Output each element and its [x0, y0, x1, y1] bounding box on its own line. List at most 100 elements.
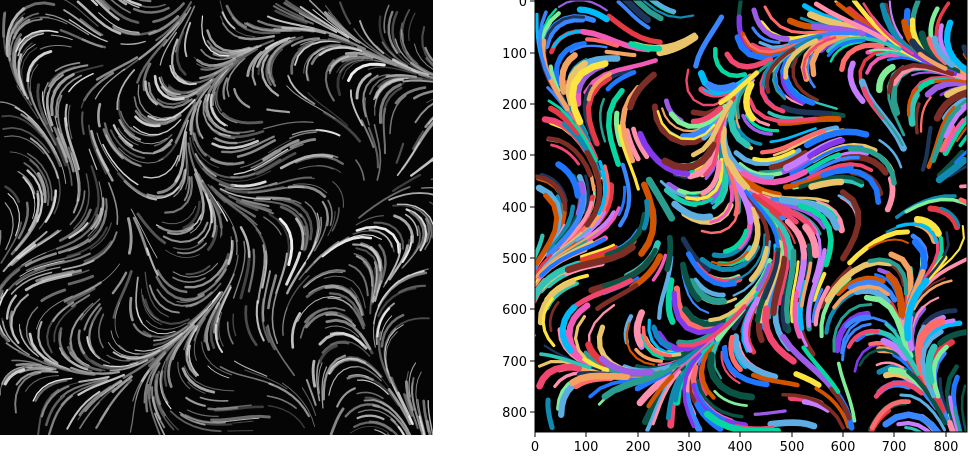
- segment-region: [744, 189, 780, 249]
- fiber-stroke: [116, 69, 136, 111]
- fiber-stroke: [312, 209, 319, 248]
- segment-region: [839, 189, 862, 262]
- fiber-stroke: [405, 208, 428, 252]
- fiber-stroke: [284, 0, 337, 32]
- segment-region: [792, 290, 802, 339]
- fiber-stroke: [5, 294, 17, 320]
- fiber-stroke: [424, 116, 433, 129]
- fiber-stroke: [110, 0, 131, 14]
- fiber-stroke: [109, 129, 145, 160]
- fiber-stroke: [156, 269, 188, 294]
- fiber-stroke: [232, 44, 262, 60]
- fiber-stroke: [214, 323, 224, 353]
- segment-region: [873, 380, 924, 399]
- segment-region: [896, 222, 939, 245]
- fiber-stroke: [316, 164, 342, 173]
- segment-region: [677, 304, 747, 348]
- fiber-stroke: [23, 162, 45, 197]
- fiber-stroke: [53, 304, 77, 343]
- segment-region: [535, 253, 553, 277]
- fiber-stroke: [153, 138, 173, 154]
- segment-region: [803, 128, 870, 149]
- segment-region: [928, 6, 940, 43]
- fiber-stroke: [156, 175, 181, 195]
- fiber-stroke: [153, 134, 173, 147]
- fiber-stroke: [4, 202, 14, 250]
- fiber-stroke: [195, 111, 202, 137]
- fiber-stroke: [112, 124, 134, 147]
- segment-region: [713, 46, 748, 79]
- fiber-stroke: [100, 0, 140, 24]
- fiber-stroke: [304, 307, 329, 324]
- fiber-stroke: [211, 139, 259, 150]
- fiber-stroke: [32, 377, 73, 402]
- fiber-stroke: [367, 126, 379, 169]
- fiber-stroke: [265, 325, 277, 351]
- fiber-stroke: [204, 70, 226, 117]
- fiber-stroke: [347, 62, 386, 82]
- segment-region: [769, 210, 796, 245]
- fiber-stroke: [292, 183, 328, 194]
- fiber-stroke: [114, 302, 120, 338]
- segment-region: [820, 167, 882, 205]
- fiber-stroke: [200, 59, 236, 71]
- fiber-stroke: [181, 367, 216, 394]
- fiber-stroke: [238, 158, 282, 179]
- fiber-stroke: [37, 320, 59, 365]
- y-tick: 500: [502, 252, 535, 267]
- segment-region: [646, 374, 675, 409]
- fiber-stroke: [378, 243, 387, 285]
- fiber-stroke: [218, 182, 278, 191]
- segment-region: [832, 284, 890, 310]
- x-tick: 500: [780, 432, 804, 455]
- fiber-stroke: [207, 365, 230, 379]
- segment-region: [638, 181, 657, 257]
- fiber-stroke: [290, 37, 321, 47]
- fiber-stroke: [144, 80, 158, 106]
- fiber-stroke: [24, 179, 36, 219]
- segment-region: [714, 170, 726, 204]
- fiber-stroke: [200, 48, 238, 61]
- fiber-stroke: [360, 119, 375, 149]
- segment-region: [682, 352, 702, 429]
- fiber-stroke: [263, 121, 314, 130]
- fiber-stroke: [305, 236, 350, 273]
- segment-region: [641, 0, 695, 19]
- fiber-stroke: [387, 387, 412, 426]
- fiber-stroke: [185, 396, 206, 407]
- y-tick: 0: [519, 0, 535, 10]
- segment-region: [710, 250, 749, 266]
- segment-region: [559, 304, 578, 354]
- fiber-stroke: [417, 399, 427, 435]
- fiber-stroke: [159, 360, 167, 402]
- fiber-stroke: [132, 323, 152, 338]
- segment-region: [751, 192, 782, 217]
- fiber-stroke: [210, 198, 223, 236]
- fiber-stroke: [305, 379, 317, 406]
- fiber-stroke: [218, 311, 224, 347]
- segment-region: [767, 110, 804, 121]
- segment-region: [617, 124, 640, 191]
- segment-region: [738, 162, 783, 178]
- fiber-stroke: [169, 64, 197, 86]
- segment-region: [595, 282, 639, 312]
- fiber-stroke: [285, 251, 302, 286]
- fiber-stroke: [383, 4, 390, 34]
- fiber-stroke: [348, 374, 369, 378]
- fiber-stroke: [120, 40, 146, 46]
- fiber-stroke: [3, 368, 26, 386]
- fiber-stroke: [239, 226, 251, 258]
- segment-region: [605, 69, 637, 92]
- fiber-stroke: [282, 382, 316, 427]
- fiber-stroke: [111, 271, 128, 295]
- fiber-stroke: [346, 374, 374, 381]
- segment-region: [634, 347, 664, 363]
- fiber-stroke: [183, 308, 211, 351]
- segment-region: [688, 278, 727, 305]
- fiber-stroke: [329, 407, 345, 435]
- segment-region: [537, 278, 576, 326]
- segment-region: [853, 287, 891, 305]
- segment-region: [693, 277, 726, 298]
- fiber-stroke: [368, 74, 413, 95]
- segment-region: [624, 128, 641, 162]
